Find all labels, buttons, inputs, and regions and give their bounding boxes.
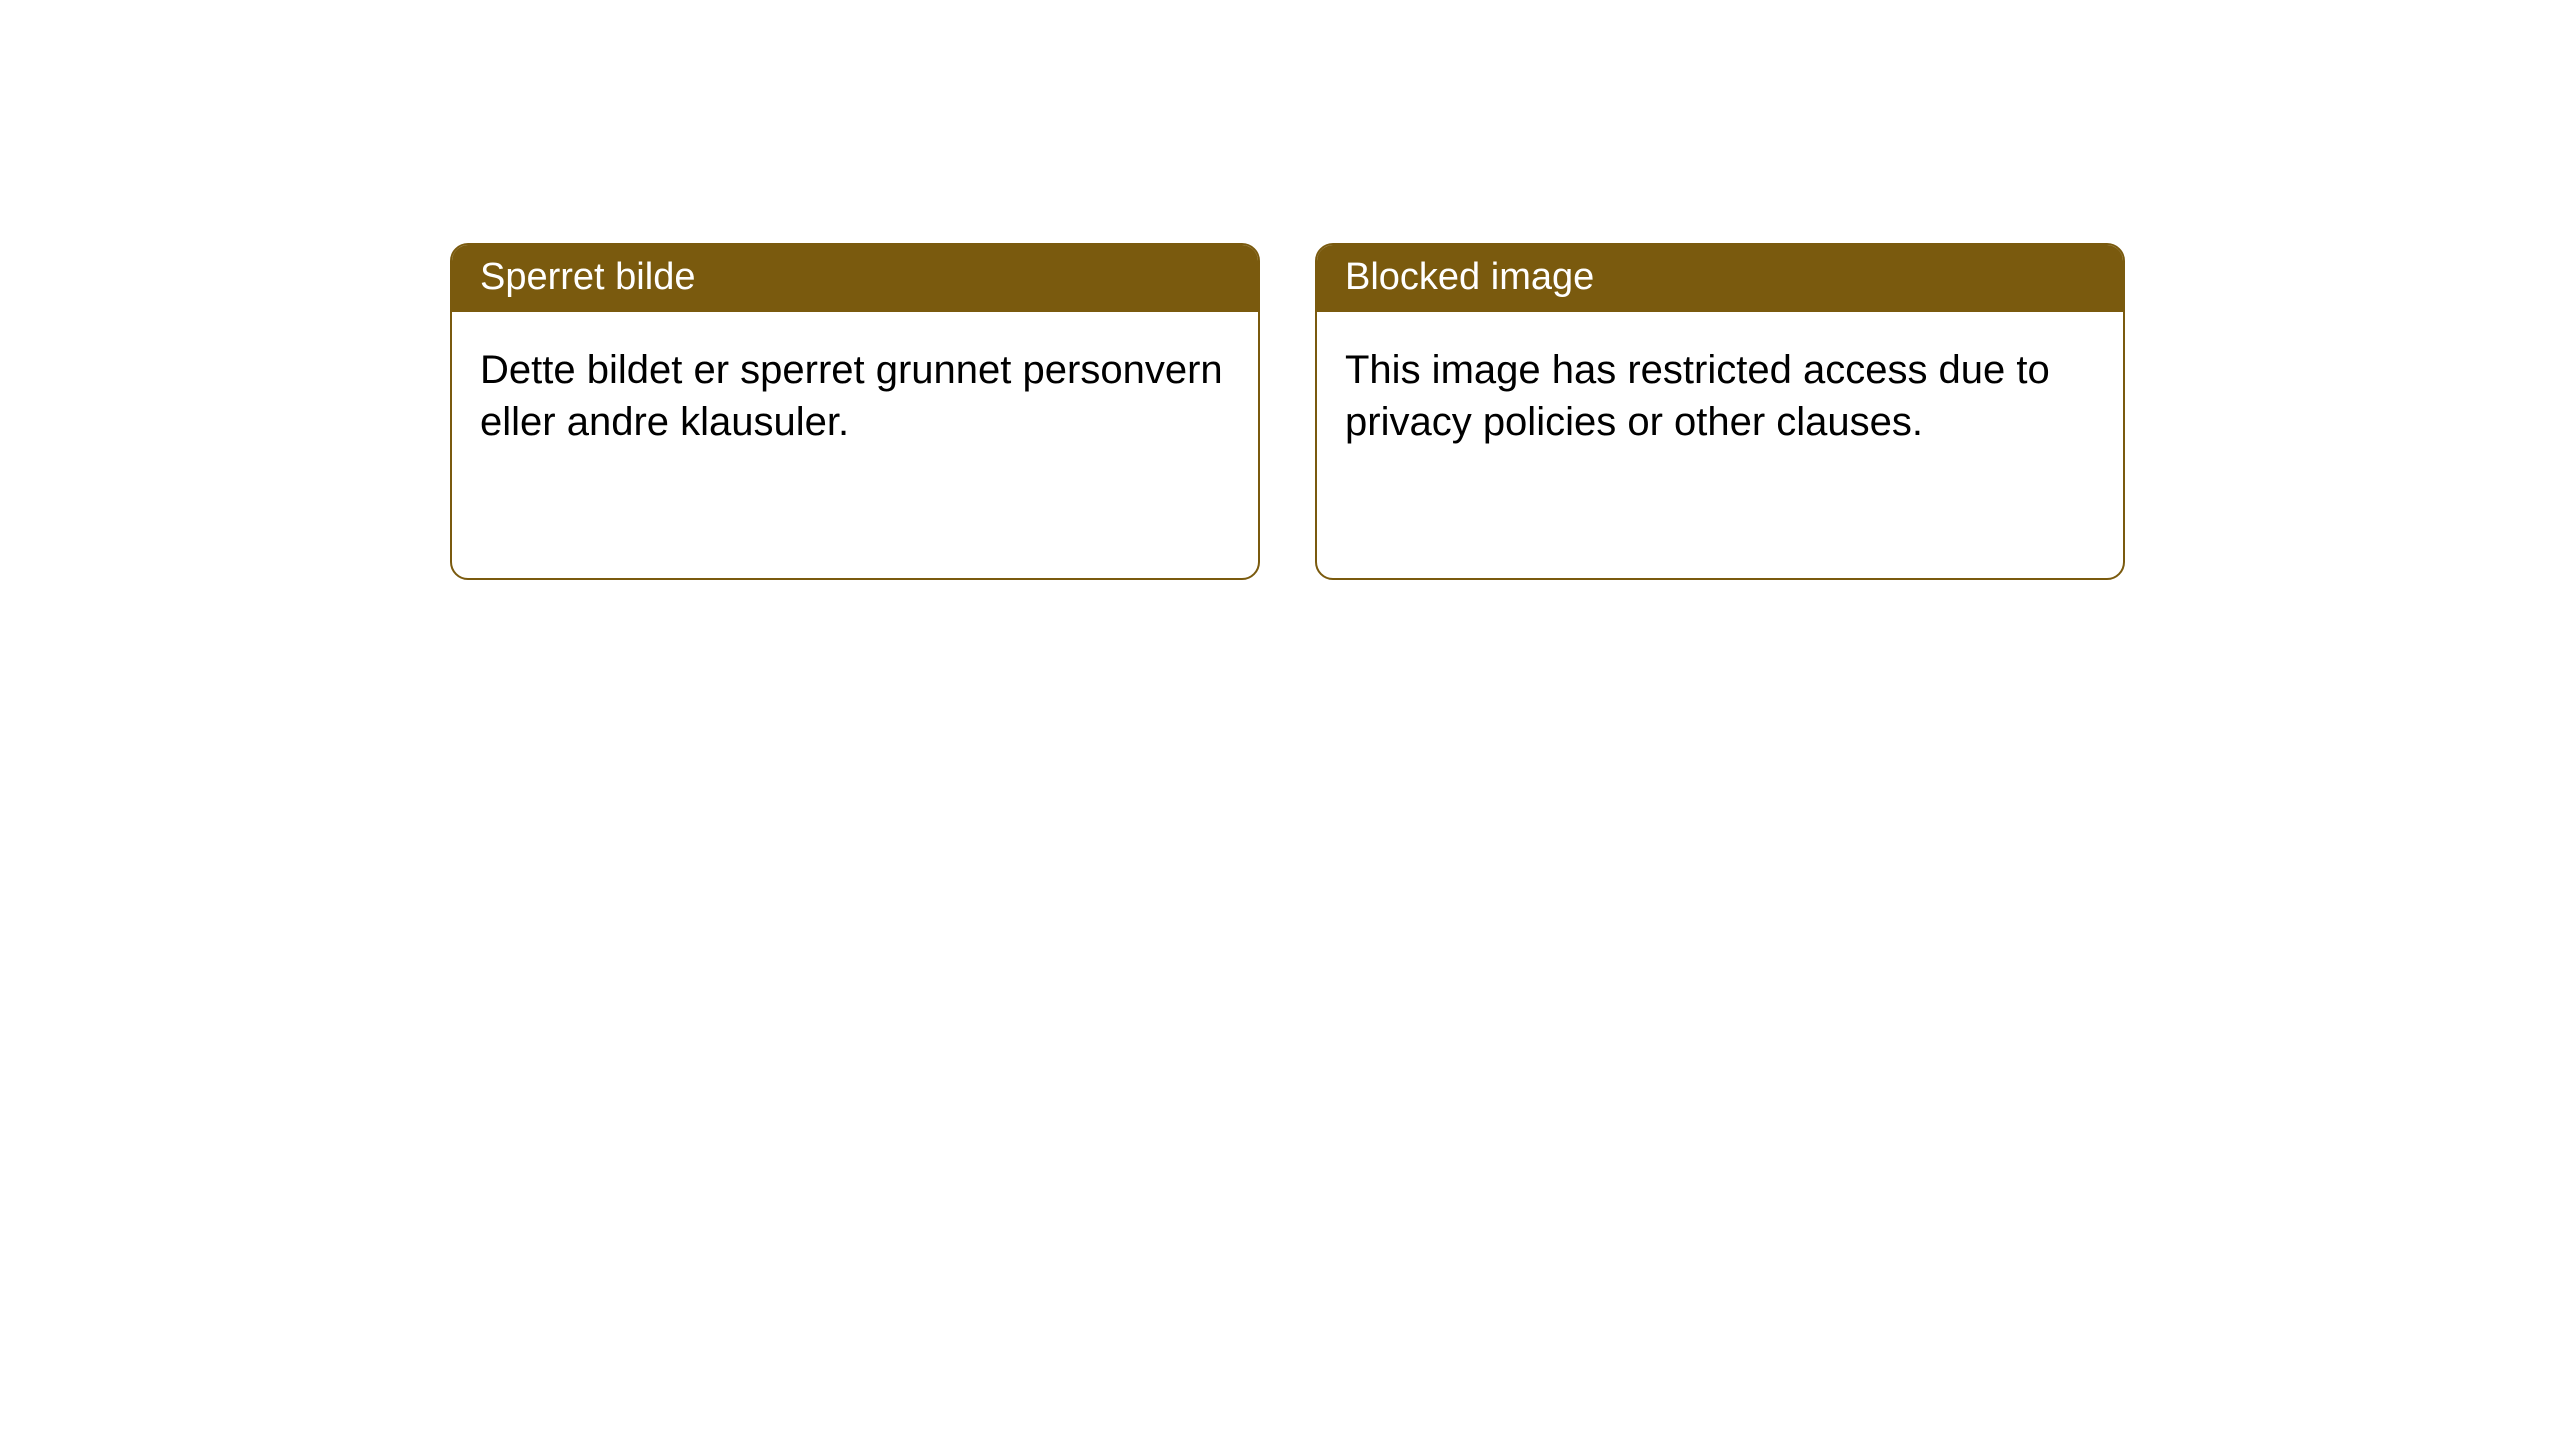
blocked-image-card-no: Sperret bilde Dette bildet er sperret gr… [450,243,1260,580]
card-body: This image has restricted access due to … [1317,312,2123,480]
card-header: Blocked image [1317,245,2123,312]
notice-container: Sperret bilde Dette bildet er sperret gr… [450,243,2125,580]
card-header: Sperret bilde [452,245,1258,312]
card-body: Dette bildet er sperret grunnet personve… [452,312,1258,480]
blocked-image-card-en: Blocked image This image has restricted … [1315,243,2125,580]
